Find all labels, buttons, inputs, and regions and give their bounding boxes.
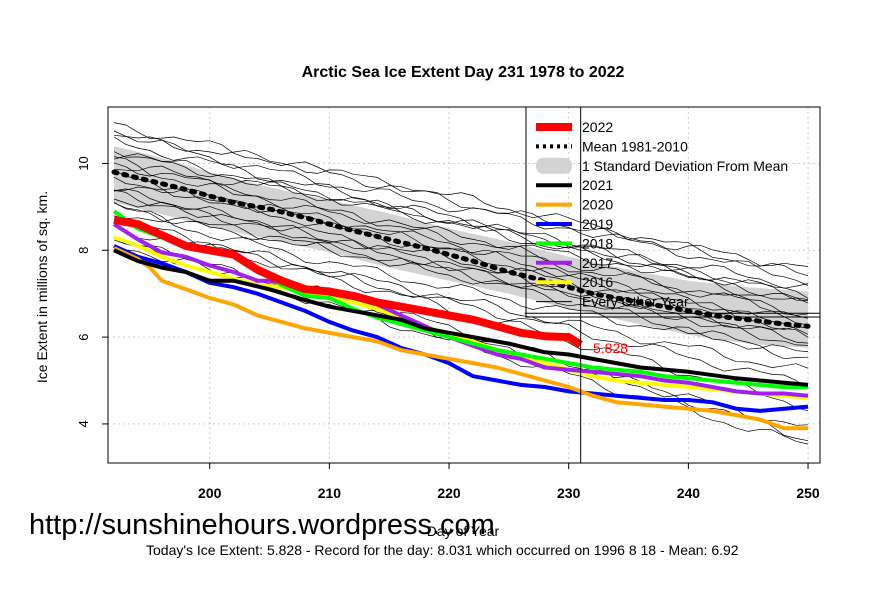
legend-label: 2020 <box>582 197 613 213</box>
legend-label: 1 Standard Deviation From Mean <box>582 158 788 174</box>
current-value-label: 5.828 <box>593 340 628 356</box>
y-tick-label: 6 <box>76 333 91 340</box>
x-axis-label: Day of Year <box>427 523 500 539</box>
other-year-line <box>113 165 809 300</box>
series-2021 <box>113 248 809 387</box>
y-axis: 4 6 8 10 <box>76 156 108 428</box>
series-2016 <box>113 235 809 400</box>
crosshair <box>524 107 820 463</box>
other-year-line <box>113 220 809 390</box>
legend-label: Mean 1981-2010 <box>582 138 688 154</box>
mean-line <box>111 169 811 329</box>
other-year-line <box>113 151 809 289</box>
x-tick-label: 230 <box>557 485 581 501</box>
footer-summary: Today's Ice Extent: 5.828 - Record for t… <box>146 542 739 558</box>
series-2019 <box>113 244 809 413</box>
other-year-line <box>113 162 809 319</box>
other-year-line <box>113 122 809 286</box>
legend-label: 2017 <box>582 255 613 271</box>
other-year-line <box>113 186 809 330</box>
other-year-line <box>113 130 809 267</box>
y-tick-label: 10 <box>76 156 91 170</box>
y-axis-label: Ice Extent in millions of sq. km. <box>34 191 50 383</box>
year-series <box>112 209 809 431</box>
other-year-line <box>113 153 809 304</box>
legend-label: 2022 <box>582 119 613 135</box>
x-axis: 200 210 220 230 240 250 <box>198 463 820 501</box>
legend-swatch <box>536 157 572 174</box>
x-tick-label: 200 <box>198 485 222 501</box>
source-url: http://sunshinehours.wordpress.com <box>29 509 495 541</box>
x-tick-label: 220 <box>437 485 461 501</box>
x-tick-label: 210 <box>318 485 342 501</box>
legend-label: 2021 <box>582 177 613 193</box>
legend: 2022 Mean 1981-2010 1 Standard Deviation F… <box>525 106 821 318</box>
legend-label: 2019 <box>582 216 613 232</box>
other-year-line <box>113 202 809 352</box>
legend-box <box>525 106 821 318</box>
other-year-line <box>113 189 809 335</box>
series-2020 <box>113 246 808 431</box>
other-year-line <box>113 156 809 299</box>
x-tick-label: 250 <box>796 485 820 501</box>
legend-label: 2018 <box>582 235 613 251</box>
y-tick-label: 8 <box>76 247 91 254</box>
chart-title: Arctic Sea Ice Extent Day 231 1978 to 20… <box>302 64 625 81</box>
legend-label: 2016 <box>582 274 613 290</box>
x-tick-label: 240 <box>677 485 701 501</box>
other-year-line <box>113 202 809 344</box>
other-year-line <box>113 134 809 277</box>
other-year-line <box>113 215 809 360</box>
series-2022 <box>113 215 583 348</box>
std-deviation-band <box>114 146 808 348</box>
legend-label: Every Other Year <box>582 294 689 310</box>
series-mean-1981-2010 <box>111 169 811 329</box>
other-year-line <box>113 245 809 442</box>
other-year-line <box>113 136 809 301</box>
y-tick-label: 4 <box>76 420 91 427</box>
std-band-area <box>114 146 808 348</box>
